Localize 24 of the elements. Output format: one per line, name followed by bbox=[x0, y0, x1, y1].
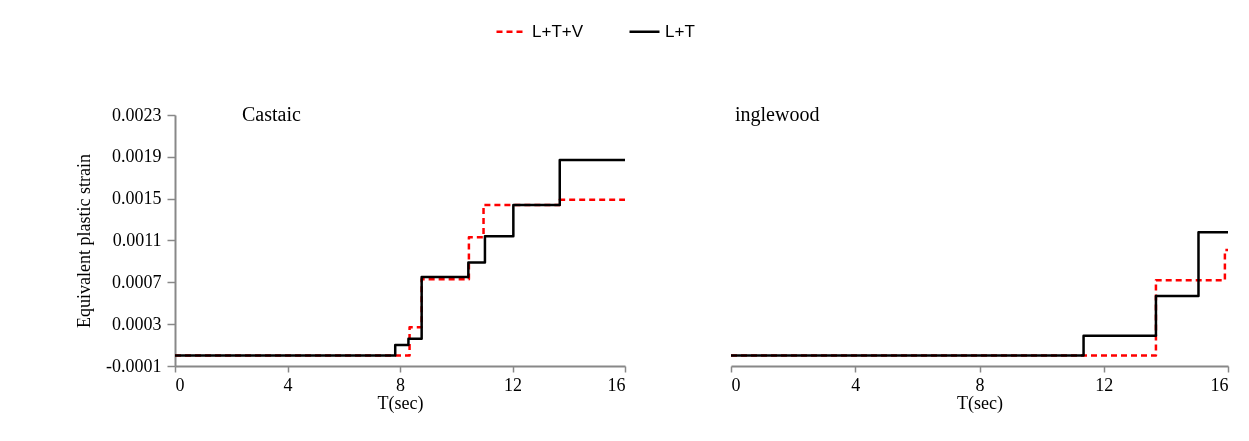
x-tick-label: 4 bbox=[283, 374, 293, 395]
y-axis-title: Equivalent plastic strain bbox=[74, 154, 95, 328]
x-tick-label: 16 bbox=[607, 374, 626, 395]
x-tick-label: 0 bbox=[731, 374, 741, 395]
y-tick-label: 0.0023 bbox=[112, 104, 162, 125]
y-tick-label: -0.0001 bbox=[106, 355, 162, 376]
x-tick-label: 8 bbox=[975, 374, 985, 395]
y-tick-label: 0.0003 bbox=[112, 313, 162, 334]
legend-label: L+T bbox=[665, 21, 695, 41]
x-tick-label: 8 bbox=[396, 374, 405, 395]
chart-title: inglewood bbox=[735, 103, 820, 126]
y-tick-label: 0.0007 bbox=[112, 271, 162, 292]
chart-title: Castaic bbox=[242, 103, 301, 125]
y-tick-label: 0.0015 bbox=[112, 188, 162, 209]
x-axis-title: T(sec) bbox=[957, 392, 1003, 414]
x-axis-title: T(sec) bbox=[377, 392, 424, 414]
x-tick-label: 16 bbox=[1210, 374, 1229, 395]
x-tick-label: 0 bbox=[175, 374, 185, 395]
x-tick-label: 12 bbox=[1095, 374, 1114, 395]
y-tick-label: 0.0011 bbox=[112, 230, 162, 250]
x-tick-label: 12 bbox=[504, 374, 522, 395]
legend-label: L+T+V bbox=[532, 21, 584, 41]
x-tick-label: 4 bbox=[851, 374, 861, 395]
y-tick-label: 0.0019 bbox=[112, 146, 162, 167]
